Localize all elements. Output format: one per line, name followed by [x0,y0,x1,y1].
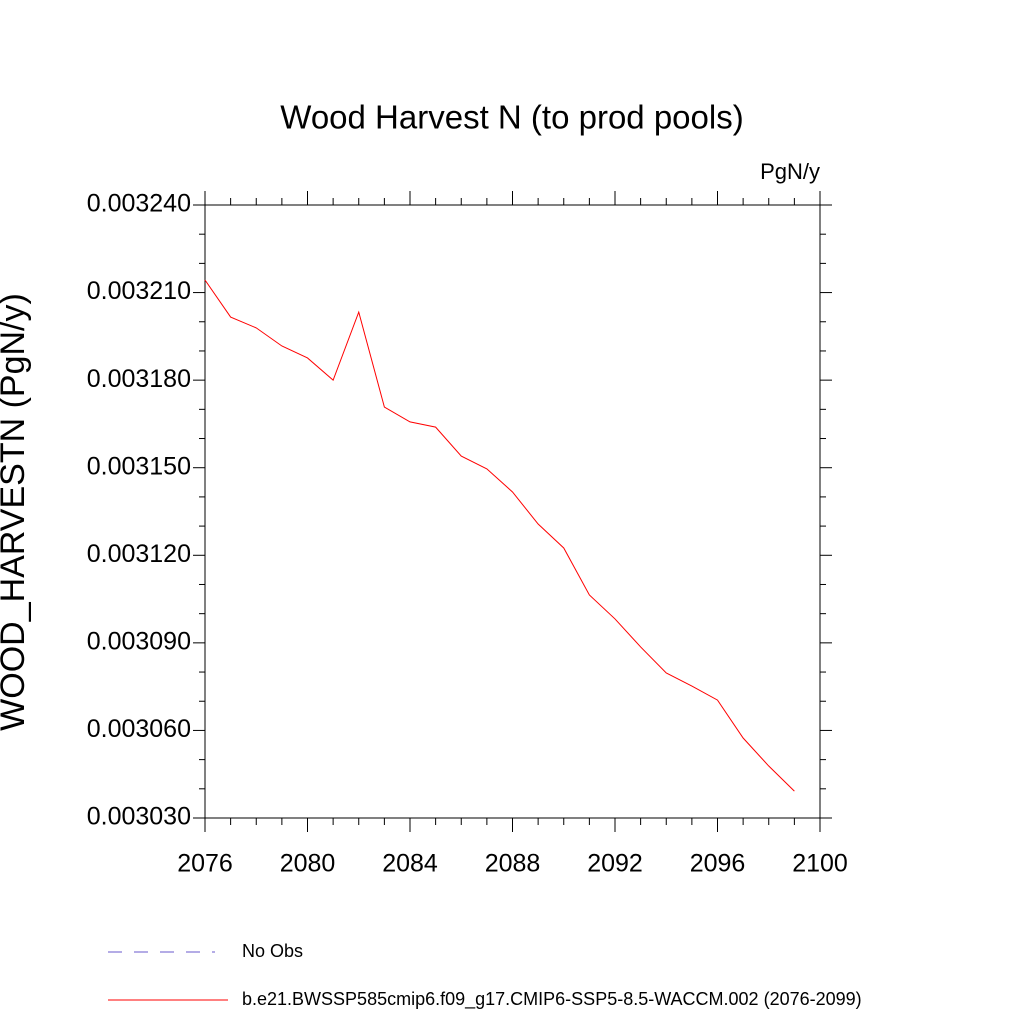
x-tick-label: 2088 [485,850,541,878]
y-tick-label: 0.003120 [87,540,191,568]
x-tick-label: 2096 [690,850,746,878]
x-tick-label: 2092 [587,850,643,878]
y-tick-label: 0.003210 [87,277,191,305]
y-axis-label: WOOD_HARVESTN (PgN/y) [0,293,32,731]
x-tick-label: 2100 [792,850,848,878]
plot-frame [204,204,821,819]
x-tick-label: 2076 [177,850,233,878]
y-tick-label: 0.003060 [87,715,191,743]
legend-label: No Obs [242,941,303,961]
x-tick-label: 2080 [280,850,336,878]
x-tick-label: 2084 [382,850,438,878]
chart-title: Wood Harvest N (to prod pools) [280,99,743,136]
y-tick-label: 0.003240 [87,190,191,218]
y-tick-label: 0.003180 [87,365,191,393]
data-line [204,279,795,792]
y-tick-label: 0.003150 [87,452,191,480]
legend-label: b.e21.BWSSP585cmip6.f09_g17.CMIP6-SSP5-8… [242,989,862,1010]
y-tick-label: 0.003090 [87,627,191,655]
units-label: PgN/y [760,159,820,184]
y-tick-label: 0.003030 [87,803,191,831]
